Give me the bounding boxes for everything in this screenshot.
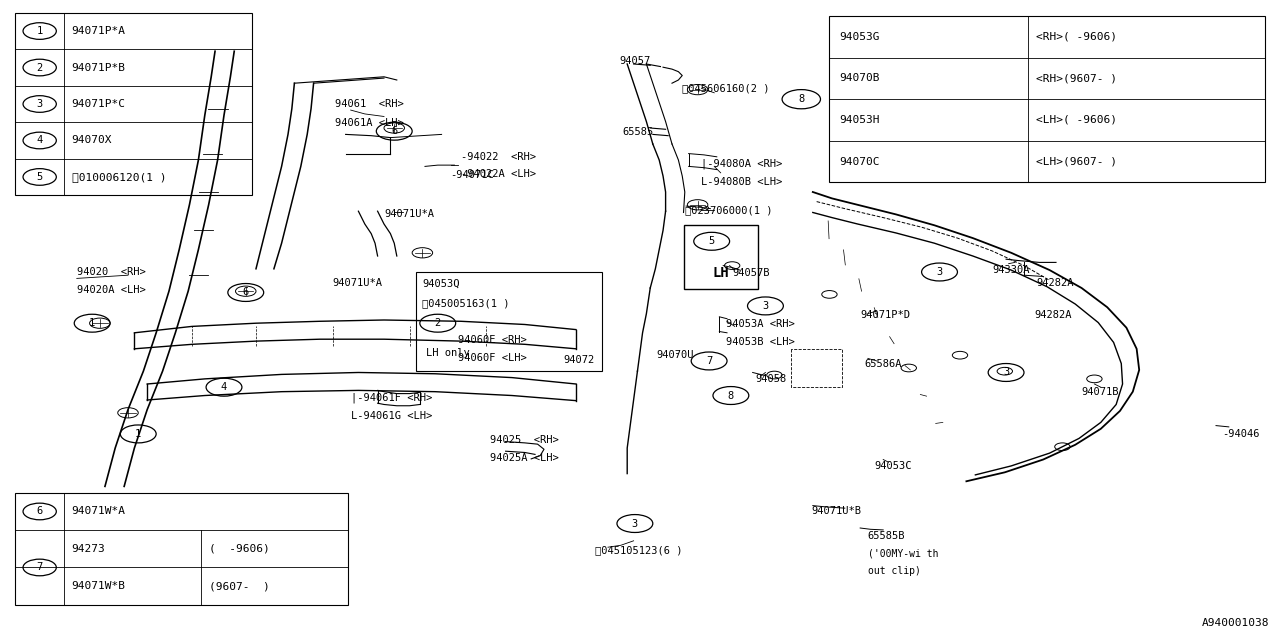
Text: 8: 8 bbox=[728, 390, 733, 401]
Text: ('00MY-wi th: ('00MY-wi th bbox=[868, 548, 938, 559]
Bar bbox=[684, 225, 758, 289]
Text: Ⓜ045005163(1 ): Ⓜ045005163(1 ) bbox=[422, 298, 509, 308]
Text: 94060E <RH>: 94060E <RH> bbox=[458, 335, 527, 346]
Text: 94071P*A: 94071P*A bbox=[72, 26, 125, 36]
Text: Ⓜ023706000(1 ): Ⓜ023706000(1 ) bbox=[685, 205, 772, 215]
Text: 94071U*A: 94071U*A bbox=[333, 278, 383, 288]
Text: 94020  <RH>: 94020 <RH> bbox=[77, 267, 146, 277]
Text: LH: LH bbox=[712, 266, 730, 280]
Text: 1: 1 bbox=[37, 26, 42, 36]
Text: 65586A: 65586A bbox=[864, 358, 901, 369]
Text: 2: 2 bbox=[435, 318, 440, 328]
Text: 94071P*C: 94071P*C bbox=[72, 99, 125, 109]
Text: -94022A <LH>: -94022A <LH> bbox=[461, 169, 536, 179]
Text: <RH>(9607- ): <RH>(9607- ) bbox=[1036, 74, 1116, 83]
Text: 6: 6 bbox=[392, 126, 397, 136]
Text: Ⓑ010006120(1 ): Ⓑ010006120(1 ) bbox=[72, 172, 166, 182]
Text: <RH>( -9606): <RH>( -9606) bbox=[1036, 32, 1116, 42]
Text: 94070C: 94070C bbox=[840, 157, 881, 166]
Bar bbox=[829, 16, 1265, 182]
Text: <LH>( -9606): <LH>( -9606) bbox=[1036, 115, 1116, 125]
Text: 94330A: 94330A bbox=[992, 265, 1029, 275]
Text: 2: 2 bbox=[37, 63, 42, 72]
Text: -94046: -94046 bbox=[1222, 429, 1260, 439]
Text: 94282A: 94282A bbox=[1034, 310, 1071, 320]
Text: 94071W*B: 94071W*B bbox=[72, 581, 125, 591]
Text: 94070X: 94070X bbox=[72, 136, 113, 145]
Text: 94058: 94058 bbox=[755, 374, 786, 384]
Text: 94071W*A: 94071W*A bbox=[72, 506, 125, 516]
Bar bbox=[15, 493, 348, 605]
Text: 94071P*D: 94071P*D bbox=[860, 310, 910, 320]
Text: 5: 5 bbox=[37, 172, 42, 182]
Text: 3: 3 bbox=[37, 99, 42, 109]
Text: LH only: LH only bbox=[426, 348, 470, 358]
Text: 94057B: 94057B bbox=[732, 268, 769, 278]
Text: 8: 8 bbox=[799, 94, 804, 104]
Text: 94071P*B: 94071P*B bbox=[72, 63, 125, 72]
Text: 94053H: 94053H bbox=[840, 115, 881, 125]
Text: 4: 4 bbox=[221, 382, 227, 392]
Text: (  -9606): ( -9606) bbox=[209, 544, 269, 554]
Text: 94053B <LH>: 94053B <LH> bbox=[726, 337, 795, 348]
Text: 94053C: 94053C bbox=[874, 461, 911, 471]
Text: 3: 3 bbox=[1004, 367, 1009, 378]
Text: out clip): out clip) bbox=[868, 566, 920, 576]
Text: A940001038: A940001038 bbox=[1202, 618, 1270, 628]
Text: 94072: 94072 bbox=[563, 355, 594, 365]
Text: 65585B: 65585B bbox=[868, 531, 905, 541]
Bar bbox=[15, 13, 252, 195]
Text: 1: 1 bbox=[136, 429, 141, 439]
Text: 94061A <LH>: 94061A <LH> bbox=[335, 118, 404, 128]
Text: 94070U: 94070U bbox=[657, 350, 694, 360]
Text: 94060F <LH>: 94060F <LH> bbox=[458, 353, 527, 364]
Text: (9607-  ): (9607- ) bbox=[209, 581, 269, 591]
Text: L-94080B <LH>: L-94080B <LH> bbox=[701, 177, 782, 187]
Text: |-94080A <RH>: |-94080A <RH> bbox=[701, 159, 782, 169]
Text: 94071B: 94071B bbox=[1082, 387, 1119, 397]
Text: L-94061G <LH>: L-94061G <LH> bbox=[351, 411, 431, 421]
Text: -94022  <RH>: -94022 <RH> bbox=[461, 152, 536, 162]
Text: Ⓜ045105123(6 ): Ⓜ045105123(6 ) bbox=[595, 545, 682, 556]
Text: 94053A <RH>: 94053A <RH> bbox=[726, 319, 795, 330]
Text: 7: 7 bbox=[37, 563, 42, 572]
Text: -94071C: -94071C bbox=[451, 170, 494, 180]
Text: 3: 3 bbox=[763, 301, 768, 311]
Text: 7: 7 bbox=[707, 356, 712, 366]
Text: 5: 5 bbox=[709, 236, 714, 246]
Text: 94070B: 94070B bbox=[840, 74, 881, 83]
Text: 6: 6 bbox=[37, 506, 42, 516]
Bar bbox=[416, 272, 602, 371]
Text: <LH>(9607- ): <LH>(9607- ) bbox=[1036, 157, 1116, 166]
Text: 94020A <LH>: 94020A <LH> bbox=[77, 285, 146, 295]
Text: 3: 3 bbox=[632, 518, 637, 529]
Text: 94071U*B: 94071U*B bbox=[812, 506, 861, 516]
Text: 4: 4 bbox=[37, 136, 42, 145]
Text: 6: 6 bbox=[243, 287, 248, 298]
Text: 1: 1 bbox=[90, 318, 95, 328]
Text: 3: 3 bbox=[937, 267, 942, 277]
Text: |-94061F <RH>: |-94061F <RH> bbox=[351, 393, 431, 403]
Text: 94025  <RH>: 94025 <RH> bbox=[490, 435, 559, 445]
Text: 94057: 94057 bbox=[620, 56, 650, 66]
Text: 94273: 94273 bbox=[72, 544, 105, 554]
Text: 94053Q: 94053Q bbox=[422, 278, 460, 289]
Text: 94071U*A: 94071U*A bbox=[384, 209, 434, 220]
Text: 94282A: 94282A bbox=[1037, 278, 1074, 288]
Text: 94025A <LH>: 94025A <LH> bbox=[490, 453, 559, 463]
Text: Ⓜ045606160(2 ): Ⓜ045606160(2 ) bbox=[682, 83, 769, 93]
Text: 94053G: 94053G bbox=[840, 32, 881, 42]
Text: 94061  <RH>: 94061 <RH> bbox=[335, 99, 404, 109]
Text: 65585: 65585 bbox=[622, 127, 653, 138]
